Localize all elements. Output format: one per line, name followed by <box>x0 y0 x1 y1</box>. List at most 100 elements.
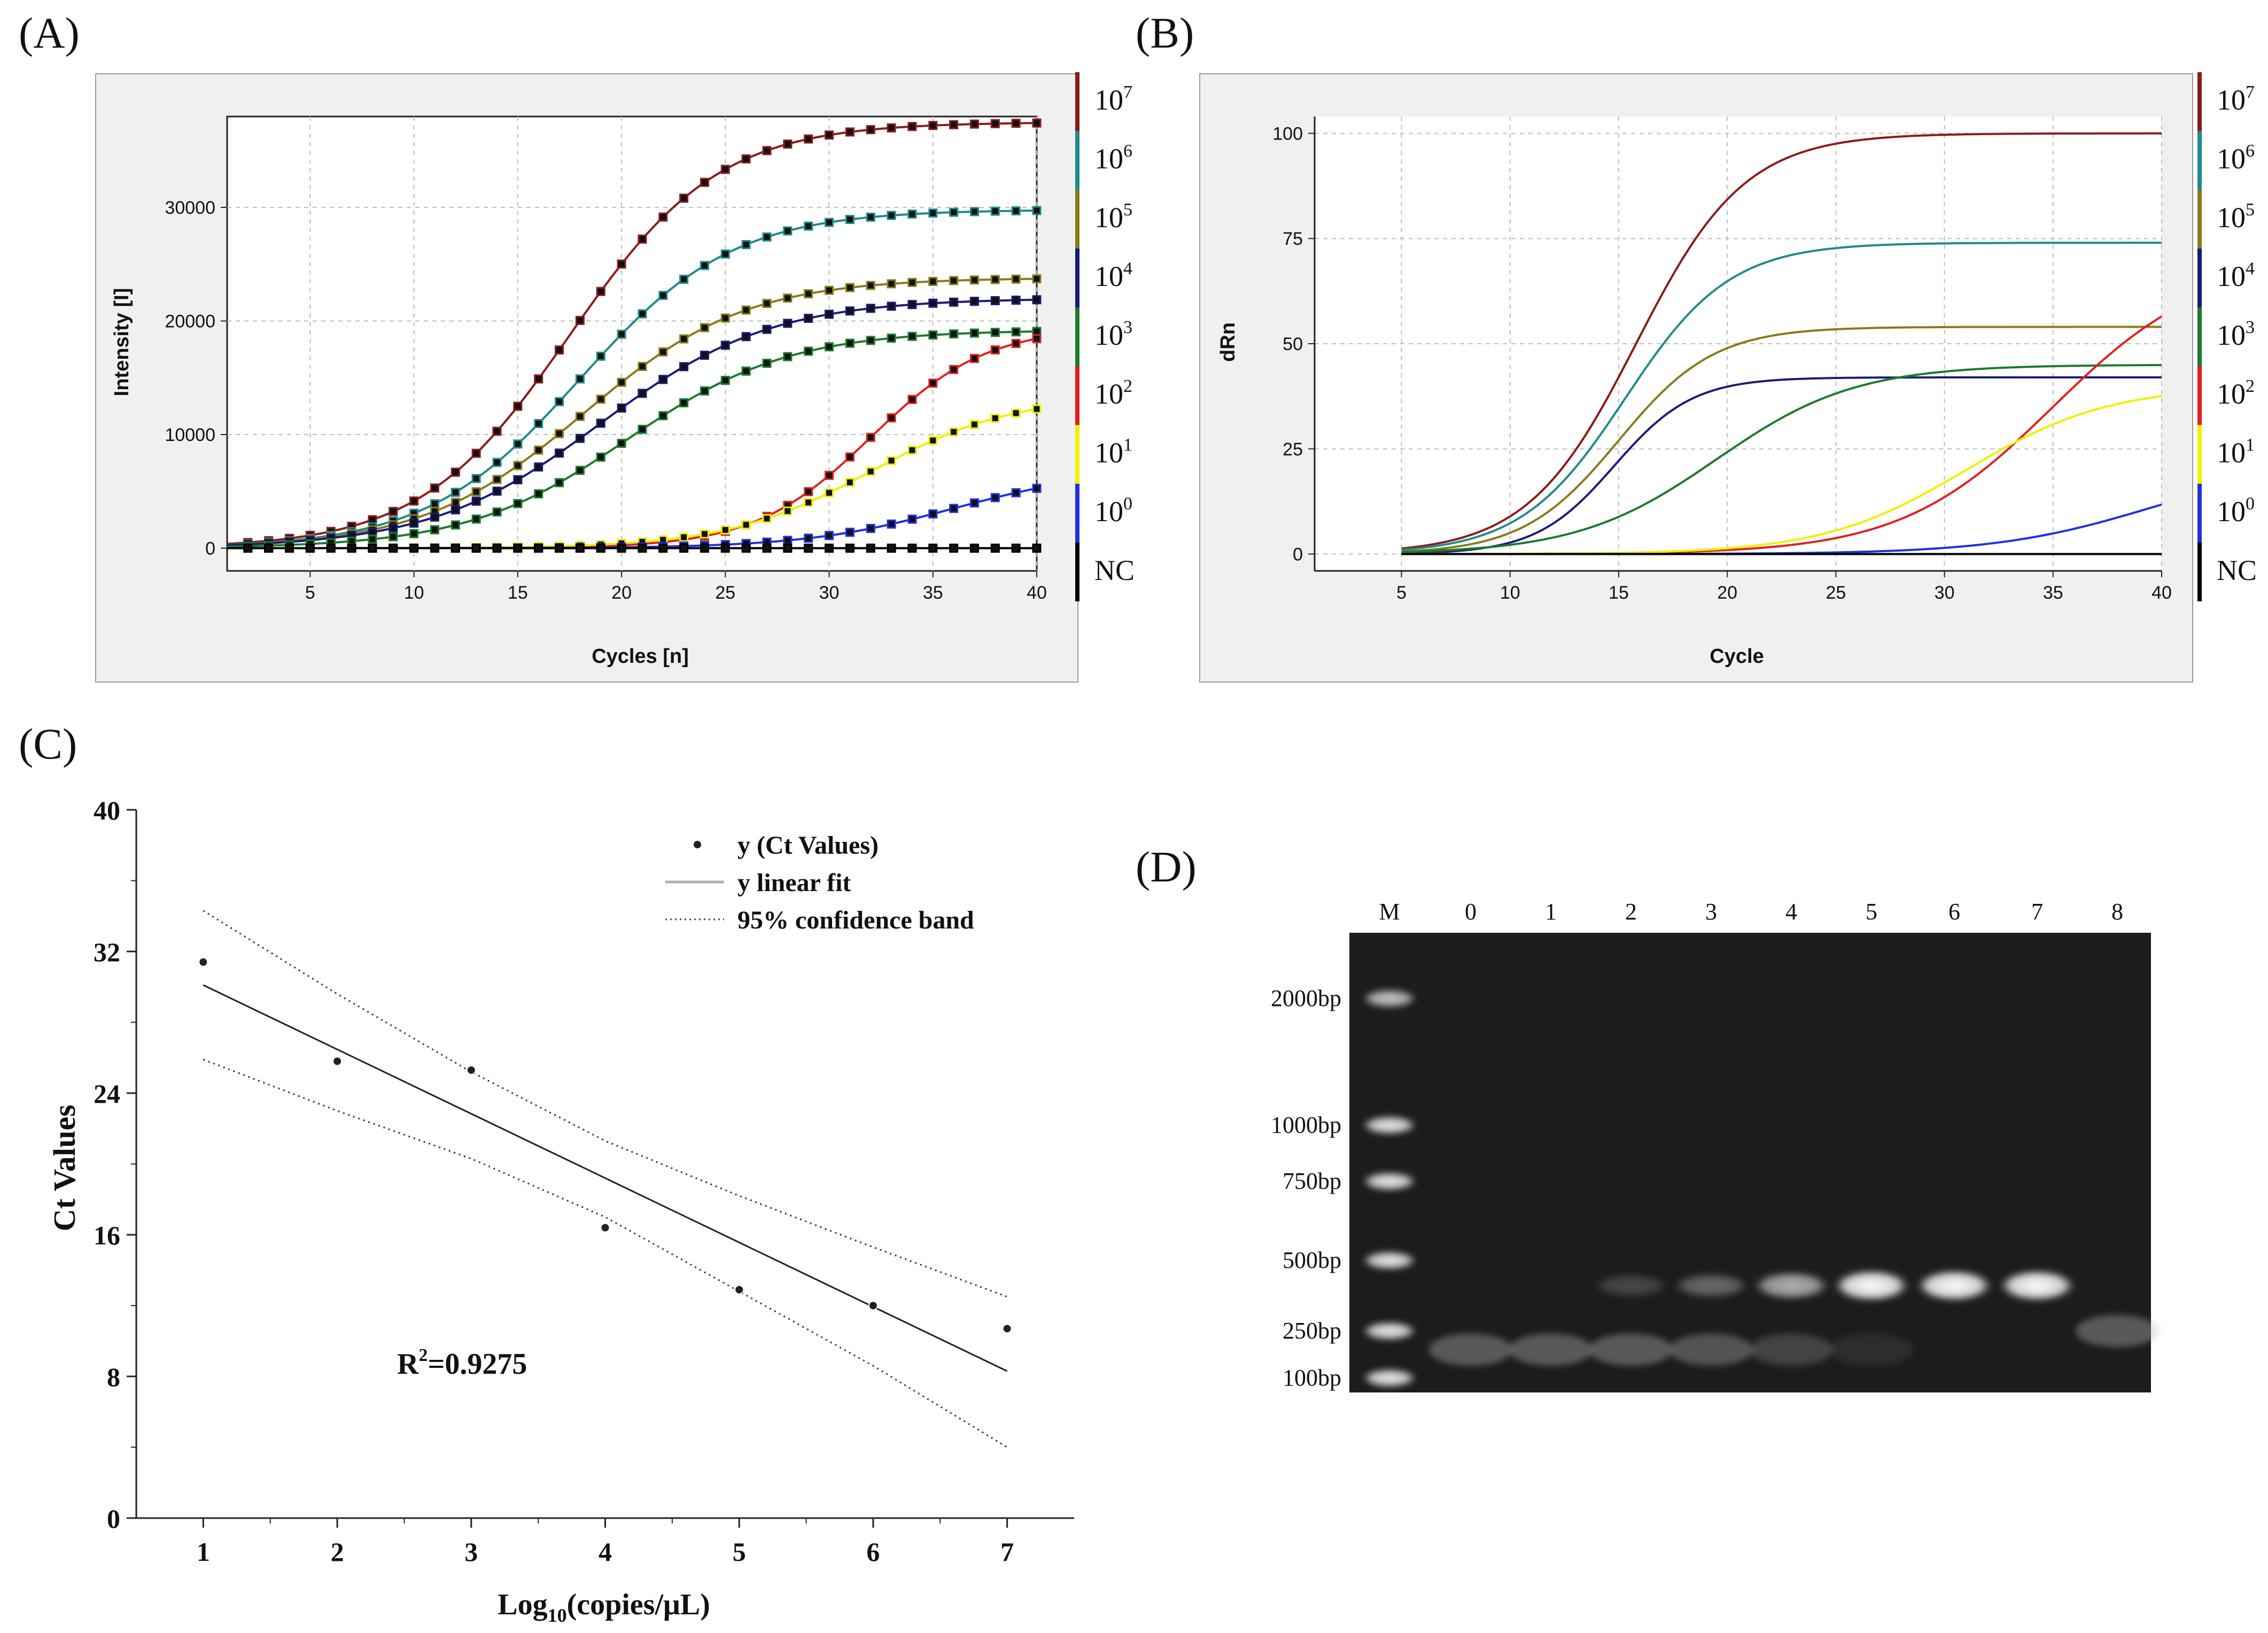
r-squared-annotation: R2=0.9275 <box>397 1345 527 1381</box>
primer-dimer-band <box>1429 1334 1512 1366</box>
y-tick-label: 10000 <box>165 425 215 445</box>
data-point-1e3 <box>451 520 460 530</box>
data-point-1e1 <box>866 467 875 476</box>
legend-label-1e2: 102 <box>1094 376 1132 410</box>
data-point-1e5 <box>638 362 647 372</box>
data-point-1e3 <box>409 529 419 538</box>
legend-label-exponent: 2 <box>1123 376 1132 396</box>
data-point-1e7 <box>534 374 543 384</box>
data-point-1e7 <box>741 154 751 164</box>
data-point-1e3 <box>783 352 793 361</box>
legend-label-base: 10 <box>2217 84 2246 116</box>
legend-swatch-1e3 <box>1075 307 1079 366</box>
data-point-1e1 <box>969 420 979 429</box>
data-point-1e4 <box>617 403 626 413</box>
data-point <box>868 1301 878 1311</box>
data-point-1e0 <box>1011 488 1021 498</box>
data-point-1e7 <box>1011 119 1021 128</box>
data-point-NC <box>969 544 979 553</box>
data-point-1e7 <box>804 134 813 144</box>
data-point-1e7 <box>783 140 793 149</box>
series-line-1e4 <box>227 298 1037 546</box>
legend-label-base: 10 <box>2217 319 2246 351</box>
panel-label-c: (C) <box>19 719 77 768</box>
x-tick-label: 30 <box>819 583 840 603</box>
legend-label-exponent: 7 <box>2246 82 2255 102</box>
data-point-1e5 <box>658 347 668 357</box>
legend-label-1e5: 105 <box>2217 200 2255 234</box>
legend-fit-label: y linear fit <box>737 869 851 897</box>
legend-swatch-1e1 <box>2197 425 2202 484</box>
data-point-NC <box>471 544 481 553</box>
data-point-1e3 <box>492 507 502 517</box>
data-point-NC <box>825 544 834 553</box>
data-point-1e3 <box>700 386 709 396</box>
legend-label-exponent: 6 <box>2246 141 2255 161</box>
data-point-1e0 <box>825 531 834 540</box>
legend-label-exponent: 3 <box>2246 318 2255 337</box>
data-point-1e6 <box>907 210 917 219</box>
data-point-1e4 <box>638 389 647 398</box>
lane-label: 6 <box>1948 899 1960 925</box>
data-point-1e7 <box>471 448 481 458</box>
legend-swatch-1e4 <box>1075 249 1079 307</box>
data-point-1e1 <box>887 456 896 466</box>
data-point-NC <box>845 544 855 553</box>
data-point-1e3 <box>866 336 875 345</box>
primer-dimer-band <box>1830 1334 1913 1366</box>
data-point-1e0 <box>969 498 979 508</box>
data-point-1e5 <box>492 475 502 484</box>
product-band <box>1593 1274 1669 1297</box>
data-point-1e0 <box>949 504 959 513</box>
data-point-1e3 <box>845 338 855 348</box>
series-line-1e7 <box>1401 132 2162 550</box>
x-tick-label: 3 <box>464 1537 478 1567</box>
gel-background <box>1349 933 2151 1392</box>
data-point-1e1 <box>1032 404 1042 414</box>
multicomponent-chart: 5 10 15 20 25 30 35 40 0 25 50 75 100 <box>1272 117 2172 603</box>
data-point-1e5 <box>555 429 564 438</box>
data-point-1e3 <box>1011 327 1021 337</box>
data-point-NC <box>762 544 772 553</box>
legend-label-base: NC <box>1094 554 1135 586</box>
data-point-1e6 <box>679 274 689 284</box>
data-point-1e7 <box>825 130 834 140</box>
data-point-1e3 <box>990 328 1000 337</box>
data-point-1e3 <box>679 398 689 408</box>
data-point-NC <box>866 544 875 553</box>
legend-label-base: 10 <box>2217 496 2246 528</box>
data-point-1e4 <box>389 523 398 533</box>
product-band <box>1916 1270 1993 1302</box>
panel-c-xlabel: Log10(copies/μL) <box>498 1588 710 1626</box>
data-point-1e3 <box>969 328 979 338</box>
data-point-1e6 <box>949 207 959 217</box>
legend-label-1e4: 104 <box>1094 259 1132 292</box>
legend-label-base: 10 <box>1094 437 1123 469</box>
legend-label-base: 10 <box>2217 202 2246 234</box>
data-point-1e5 <box>762 299 772 308</box>
data-point-1e7 <box>887 123 896 133</box>
data-point-NC <box>534 544 543 553</box>
data-point-NC <box>679 544 689 553</box>
legend-swatch-1e2 <box>2197 366 2202 425</box>
data-point-1e4 <box>928 298 938 308</box>
data-point-1e3 <box>1032 327 1042 336</box>
data-point-1e6 <box>492 458 502 467</box>
data-point-1e6 <box>928 208 938 218</box>
data-point-NC <box>389 544 398 553</box>
upper-confidence-band <box>203 910 1008 1298</box>
y-tick-label: 16 <box>94 1220 120 1250</box>
data-point-1e3 <box>720 376 730 385</box>
data-point-1e5 <box>679 334 689 344</box>
lane-label: M <box>1379 899 1400 925</box>
data-point-1e0 <box>866 524 875 533</box>
ladder-band <box>1362 1321 1417 1341</box>
lane-label: 5 <box>1866 899 1877 925</box>
panel-a-ylabel: Intensity [I] <box>111 288 133 397</box>
y-tick-label: 25 <box>1283 439 1303 460</box>
data-point-1e2 <box>845 452 855 462</box>
data-point-1e6 <box>845 215 855 225</box>
data-point <box>734 1284 744 1295</box>
data-point-1e1 <box>907 445 917 455</box>
data-point-1e7 <box>907 122 917 131</box>
